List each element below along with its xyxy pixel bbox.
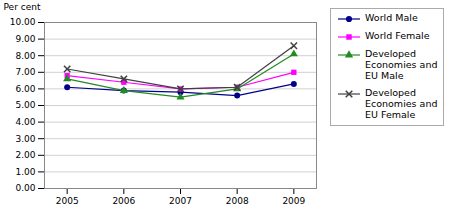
html-text:Developed Economies and EU Fem: Developed Economies and EU Female xyxy=(365,86,438,120)
svg-text:6.00: 6.00 xyxy=(15,84,35,94)
svg-text:Per cent: Per cent xyxy=(4,2,41,12)
svg-text:1.00: 1.00 xyxy=(15,167,35,177)
html-text:World Male: World Male xyxy=(365,12,418,23)
svg-text:2.00: 2.00 xyxy=(15,150,35,160)
svg-text:9.00: 9.00 xyxy=(15,34,35,44)
svg-text:4.00: 4.00 xyxy=(15,117,35,127)
svg-text:2007: 2007 xyxy=(169,196,192,206)
svg-text:3.00: 3.00 xyxy=(15,134,35,144)
svg-text:5.00: 5.00 xyxy=(15,100,35,110)
html-text:Developed Economies and EU Mal: Developed Economies and EU Male xyxy=(365,48,438,81)
svg-text:2005: 2005 xyxy=(56,196,79,206)
svg-text:7.00: 7.00 xyxy=(15,67,35,77)
svg-text:2009: 2009 xyxy=(282,196,305,206)
svg-text:10.00: 10.00 xyxy=(10,17,36,27)
svg-text:2008: 2008 xyxy=(226,196,249,206)
html-text:World Female: World Female xyxy=(365,30,430,41)
svg-text:8.00: 8.00 xyxy=(15,51,35,61)
svg-text:0.00: 0.00 xyxy=(15,183,35,193)
svg-text:2006: 2006 xyxy=(112,196,135,206)
